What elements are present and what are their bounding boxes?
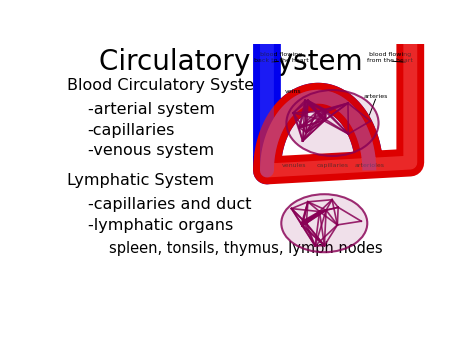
Ellipse shape bbox=[286, 90, 378, 156]
Text: -arterial system: -arterial system bbox=[88, 102, 215, 117]
Text: Circulatory System: Circulatory System bbox=[99, 48, 362, 76]
Text: capillaries: capillaries bbox=[316, 163, 348, 168]
Text: spleen, tonsils, thymus, lymph nodes: spleen, tonsils, thymus, lymph nodes bbox=[108, 241, 382, 256]
Text: veins: veins bbox=[285, 89, 302, 94]
Text: arteries: arteries bbox=[363, 94, 387, 99]
Text: venules: venules bbox=[281, 163, 306, 168]
Text: -capillaries and duct: -capillaries and duct bbox=[88, 197, 251, 212]
Text: arterioles: arterioles bbox=[354, 163, 384, 168]
Text: -venous system: -venous system bbox=[88, 143, 214, 159]
Text: -capillaries: -capillaries bbox=[88, 123, 175, 138]
Text: blood flowing
from the heart: blood flowing from the heart bbox=[367, 52, 413, 63]
Text: blood flowing
back to the heart: blood flowing back to the heart bbox=[254, 52, 309, 63]
Text: Lymphatic System: Lymphatic System bbox=[67, 173, 214, 188]
Text: -lymphatic organs: -lymphatic organs bbox=[88, 218, 233, 233]
Ellipse shape bbox=[281, 194, 367, 252]
Text: Blood Circulatory System: Blood Circulatory System bbox=[67, 78, 270, 93]
